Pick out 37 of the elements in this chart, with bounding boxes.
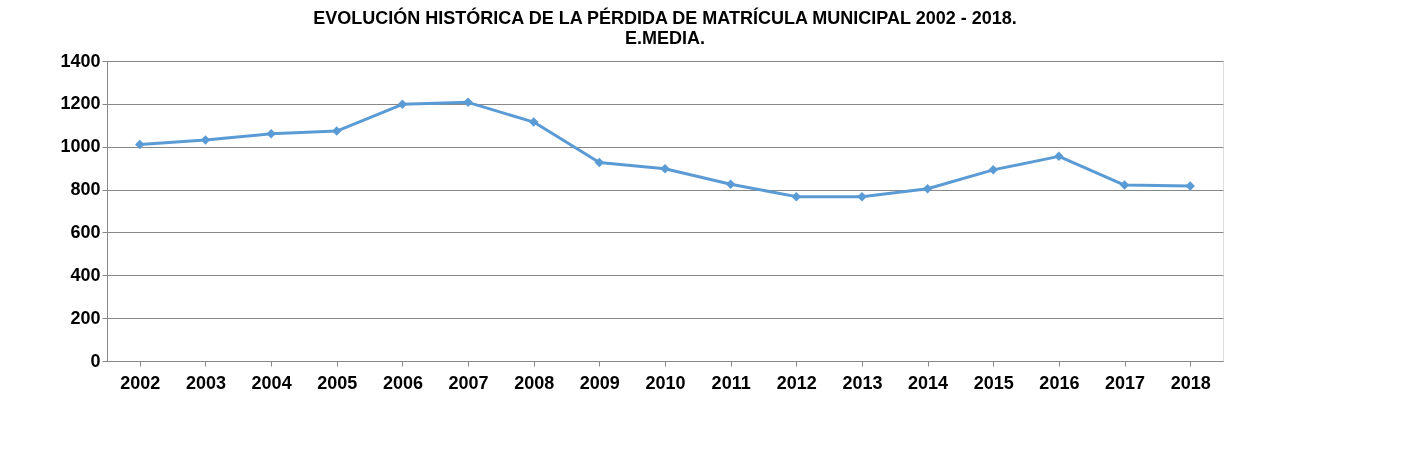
x-tick-label: 2016 <box>1039 372 1080 393</box>
x-tick-label: 2011 <box>711 372 751 393</box>
x-tick-label: 2007 <box>448 372 489 393</box>
point <box>1054 151 1064 162</box>
y-tick-label: 1200 <box>60 93 101 114</box>
x-tick-label: 2002 <box>120 372 161 393</box>
y-tick-label: 200 <box>70 307 101 328</box>
point <box>857 191 867 202</box>
y-tick-label: 0 <box>90 350 101 371</box>
x-tick-label: 2012 <box>776 372 817 393</box>
chart-title: EVOLUCIÓN HISTÓRICA DE LA PÉRDIDA DE MATRÍCULA MUNICIPAL 2002 - 2018. E.MEDIA. <box>313 7 1017 48</box>
x-tick-label: 2009 <box>579 372 620 393</box>
x-tick-label: 2003 <box>185 372 226 393</box>
y-tick-label: 1000 <box>60 136 101 157</box>
point <box>135 139 145 150</box>
point <box>594 157 605 168</box>
x-tick-label: 2018 <box>1170 372 1211 393</box>
x-tick-label: 2017 <box>1105 372 1146 393</box>
x-tick-label: 2010 <box>645 372 686 393</box>
y-tick-label: 1400 <box>60 50 101 71</box>
x-tick-label: 2015 <box>973 372 1014 393</box>
x-tick-label: 2005 <box>317 372 358 393</box>
point <box>463 97 473 108</box>
point <box>988 165 998 175</box>
point <box>922 183 933 194</box>
point <box>266 129 276 139</box>
y-tick-label: 400 <box>70 264 101 285</box>
x-tick-label: 2008 <box>514 372 555 393</box>
point <box>332 126 342 136</box>
point <box>528 117 539 127</box>
y-tick-label: 600 <box>70 221 101 242</box>
x-tick-label: 2006 <box>382 372 423 393</box>
y-tick-label: 800 <box>70 179 101 200</box>
x-tick-label: 2013 <box>842 372 883 393</box>
point <box>725 179 736 189</box>
x-tick-label: 2014 <box>908 372 949 393</box>
x-tick-label: 2004 <box>251 372 292 393</box>
